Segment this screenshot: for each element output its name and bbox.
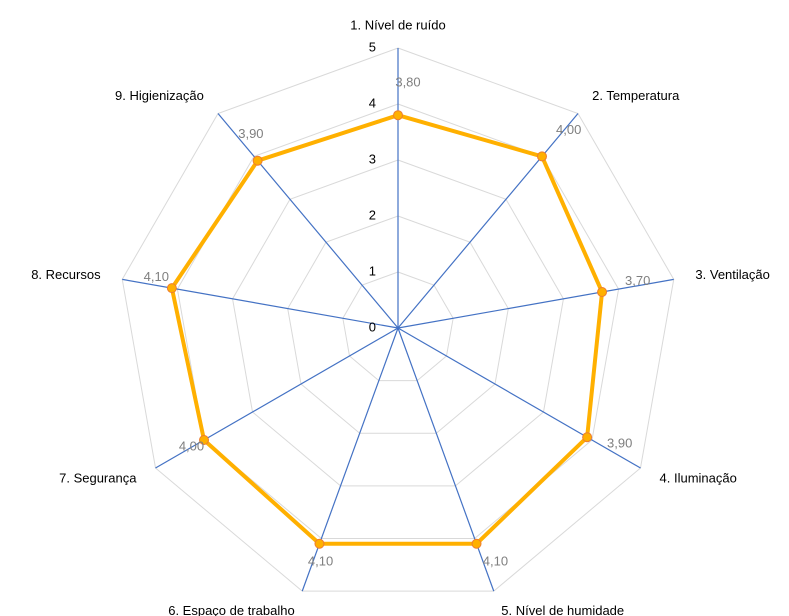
y-tick-label: 5	[369, 39, 376, 54]
data-point	[199, 435, 210, 445]
data-label: 3,80	[395, 75, 420, 90]
data-label: 4,10	[483, 554, 508, 569]
data-point	[314, 538, 325, 549]
data-point	[471, 538, 482, 549]
data-point	[582, 432, 593, 443]
category-label: 7. Segurança	[59, 470, 137, 485]
data-point	[536, 151, 547, 162]
data-label: 4,00	[179, 438, 204, 453]
y-tick-label: 0	[369, 319, 376, 334]
data-point	[597, 287, 608, 298]
axis-line	[301, 327, 399, 592]
y-tick-label: 3	[369, 151, 376, 166]
series-line	[169, 113, 605, 546]
y-tick-label: 2	[369, 207, 376, 222]
data-point	[166, 283, 177, 294]
axis-line	[217, 113, 399, 329]
axis-line	[397, 327, 495, 592]
axis-line	[397, 327, 641, 469]
grid-line	[287, 215, 509, 434]
data-point	[393, 110, 403, 121]
data-label: 4,00	[556, 122, 581, 137]
y-tick-label: 4	[369, 95, 376, 110]
grid-line	[342, 271, 454, 382]
data-label: 4,10	[144, 269, 169, 284]
data-point	[252, 155, 263, 166]
category-label: 4. Iluminação	[660, 470, 737, 485]
data-label: 3,90	[607, 436, 632, 451]
category-label: 1. Nível de ruído	[350, 17, 445, 32]
axis-line	[155, 327, 399, 469]
category-label: 3. Ventilação	[695, 267, 769, 282]
axis-line	[397, 113, 579, 329]
axis-line	[397, 278, 674, 329]
category-label: 5. Nível de humidade	[501, 603, 624, 616]
category-label: 6. Espaço de trabalho	[168, 603, 294, 616]
y-tick-label: 1	[369, 263, 376, 278]
axis-line	[122, 278, 399, 329]
category-label: 9. Higienização	[115, 88, 204, 103]
data-label: 3,90	[238, 126, 263, 141]
category-label: 2. Temperatura	[592, 88, 680, 103]
grid-line	[121, 47, 675, 592]
grid-line	[232, 159, 564, 487]
data-label: 3,70	[625, 273, 650, 288]
data-label: 4,10	[308, 554, 333, 569]
category-label: 8. Recursos	[31, 267, 101, 282]
